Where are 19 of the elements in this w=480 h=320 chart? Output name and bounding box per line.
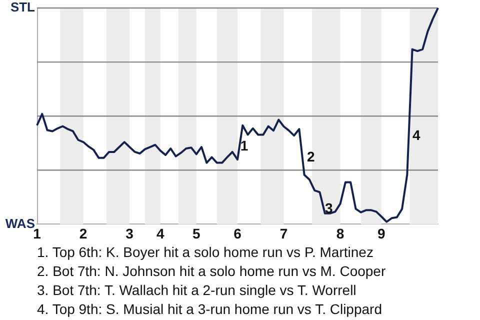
text: STL: [10, 0, 36, 15]
x-tick-label: 2: [79, 225, 88, 242]
annotation: 3: [325, 200, 334, 216]
x-tick-label: 6: [234, 225, 242, 242]
x-tick-label: 1: [33, 225, 42, 242]
x-tick-label: 8: [336, 225, 344, 242]
annotation: 1: [240, 138, 248, 154]
text: 1. Top 6th: K. Boyer hit a solo home run vs P. Martinez: [37, 243, 374, 262]
x-tick-label: 7: [280, 225, 288, 242]
annotation: 2: [306, 148, 315, 164]
x-tick-label: 4: [156, 225, 164, 242]
x-tick-label: 9: [378, 225, 386, 242]
annotation: 4: [412, 126, 420, 143]
text: WAS: [5, 216, 36, 231]
text: 3. Bot 7th: T. Wallach hit a 2-run single vs T. Worrell: [37, 281, 358, 300]
text: 2. Bot 7th: N. Johnson hit a solo home run vs M. Cooper: [37, 262, 386, 281]
x-tick-label: 3: [126, 225, 134, 242]
text: 4. Top 9th: S. Musial hit a 3-run home run vs T. Clippard: [37, 300, 383, 319]
x-tick-label: 5: [192, 225, 200, 242]
